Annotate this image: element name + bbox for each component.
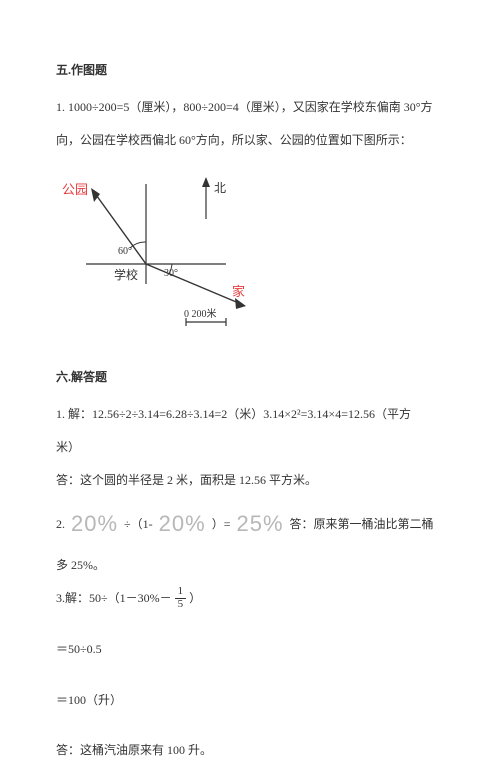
q3-frac-d: 5	[175, 599, 187, 611]
q2-25: 25%	[236, 498, 283, 551]
q3-line2: ＝50÷0.5	[56, 635, 444, 664]
q2-div: ÷（1-	[124, 510, 153, 539]
q2-eq: ）=	[212, 510, 231, 539]
s5-line1: 1. 1000÷200=5（厘米），800÷200=4（厘米），又因家在学校东偏…	[56, 93, 444, 122]
q2-prefix: 2.	[56, 510, 65, 539]
section6-title: 六.解答题	[56, 363, 444, 392]
north-label: 北	[214, 181, 226, 195]
direction-diagram: 北 60° 30° 公园 学校 家 0 200米	[56, 164, 444, 345]
q1-answer: 答：这个圆的半径是 2 米，面积是 12.56 平方米。	[56, 466, 444, 495]
q2-tail: 多 25%。	[56, 551, 444, 580]
q3-answer: 答：这桶汽油原来有 100 升。	[56, 736, 444, 765]
q2-20b: 20%	[159, 498, 206, 551]
angle-30: 30°	[164, 268, 178, 279]
q3-l1b: ）	[189, 584, 201, 613]
q2-line: 2. 20% ÷（1- 20% ）= 25% 答：原来第一桶油比第二桶	[56, 498, 444, 551]
school-label: 学校	[114, 267, 138, 282]
q1-line1: 1. 解：12.56÷2÷3.14=6.28÷3.14=2（米）3.14×2²=…	[56, 400, 444, 429]
park-label: 公园	[62, 182, 88, 197]
q3-frac: 1 5	[175, 586, 187, 610]
angle-60: 60°	[118, 246, 132, 257]
q3-frac-n: 1	[175, 586, 187, 599]
q2-suffix: 答：原来第一桶油比第二桶	[290, 510, 434, 539]
section5-title: 五.作图题	[56, 56, 444, 85]
s5-line2: 向，公园在学校西偏北 60°方向，所以家、公园的位置如下图所示：	[56, 126, 444, 155]
q2-20a: 20%	[71, 498, 118, 551]
scale-label: 0 200米	[184, 307, 217, 320]
q1-line2: 米）	[56, 433, 444, 462]
home-label: 家	[232, 284, 245, 299]
q3-line1: 3.解：50÷（1－30%－ 1 5 ）	[56, 584, 444, 613]
q3-line3: ＝100（升）	[56, 686, 444, 715]
q3-l1a: 3.解：50÷（1－30%－	[56, 584, 172, 613]
